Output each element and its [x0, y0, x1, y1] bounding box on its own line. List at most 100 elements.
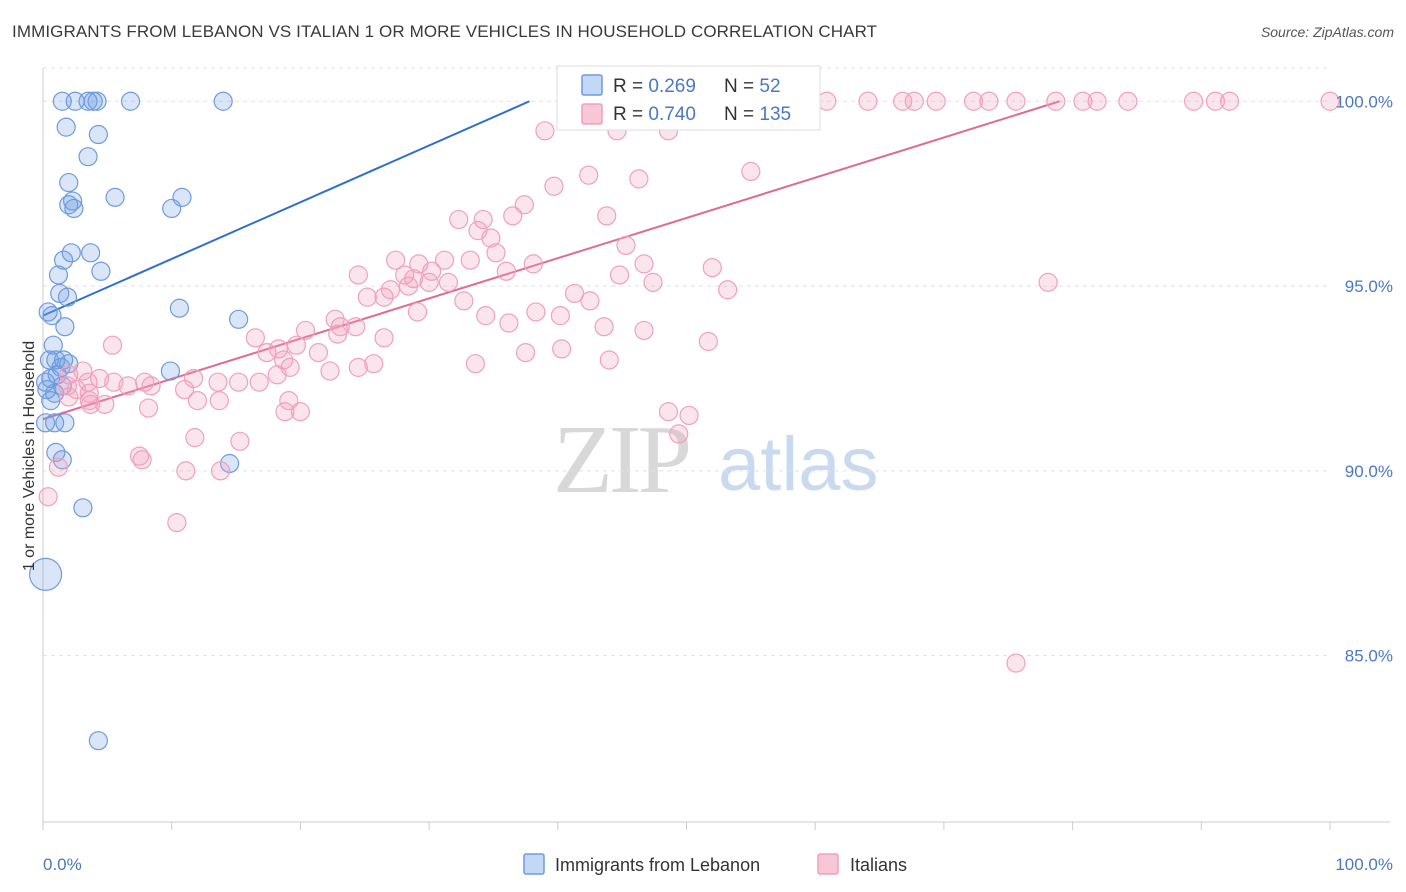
italians-point-41: [616, 235, 636, 256]
y-axis-title: 1 or more Vehicles in Household: [21, 341, 38, 571]
lebanon-point-44: [73, 498, 93, 518]
lebanon-point-11: [63, 191, 83, 211]
italians-point-113: [290, 402, 310, 422]
bottom-legend-swatch-lebanon: [523, 853, 545, 875]
chart-source: Source: ZipAtlas.com: [1260, 24, 1394, 40]
italians-point-130: [1006, 653, 1026, 673]
italians-point-93: [320, 361, 340, 381]
italians-point-135: [104, 372, 124, 392]
lebanon-point-10: [59, 195, 79, 215]
italians-point-127: [658, 402, 679, 422]
italians-point-125: [167, 513, 187, 533]
italians-point-58: [438, 272, 459, 292]
italians-point-19: [1046, 91, 1066, 111]
italians-point-18: [1006, 91, 1026, 111]
lebanon-point-6: [56, 117, 76, 137]
lebanon-point-23: [169, 298, 190, 318]
italians-point-120: [132, 450, 152, 470]
italians-point-52: [348, 265, 368, 285]
lebanon-point-22: [57, 287, 78, 307]
italians-point-42: [486, 243, 506, 263]
lebanon-point-40: [55, 413, 75, 433]
italians-point-82: [286, 335, 307, 355]
italians-point-66: [454, 291, 474, 311]
chart-title: IMMIGRANTS FROM LEBANON VS ITALIAN 1 OR …: [12, 22, 878, 41]
watermark-zip: ZIP: [553, 406, 688, 514]
italians-point-38: [473, 209, 493, 230]
italians-point-56: [419, 272, 439, 292]
italians-point-59: [643, 272, 663, 292]
trend-lines: [42, 100, 1061, 421]
italians-point-13: [893, 91, 913, 111]
italians-point-77: [634, 320, 654, 341]
italians-point-87: [698, 331, 718, 352]
y-tick-label-3: 85.0%: [1345, 647, 1393, 666]
lebanon-point-4: [120, 91, 141, 111]
italians-point-79: [328, 324, 348, 344]
lebanon-point-9: [59, 172, 79, 193]
italians-point-123: [48, 457, 69, 477]
italians-point-54: [609, 265, 630, 285]
svg-text:R = 0.269: R = 0.269: [613, 76, 696, 97]
italians-point-51: [496, 261, 516, 281]
italians-point-122: [211, 461, 231, 481]
italians-point-111: [187, 391, 208, 411]
legend-r-value-2: 0.740: [648, 104, 696, 125]
italians-point-23: [1183, 91, 1204, 111]
italians-point-60: [380, 280, 401, 300]
bottom-legend-swatch-italians: [817, 853, 839, 875]
italians-point-81: [245, 328, 265, 348]
italians-point-35: [503, 206, 523, 226]
italians-point-75: [499, 313, 519, 333]
italians-point-115: [138, 398, 159, 418]
italians-point-124: [38, 487, 58, 507]
italians-point-128: [679, 405, 699, 426]
italians-point-98: [599, 350, 619, 370]
italians-point-70: [526, 302, 546, 322]
trend-line-0: [42, 100, 530, 317]
italians-point-22: [1118, 91, 1138, 111]
lebanon-point-8: [78, 147, 98, 167]
lebanon-point-47: [37, 379, 57, 400]
italians-point-68: [407, 302, 428, 322]
lebanon-point-20: [91, 261, 111, 281]
legend-r-label-2: R =: [613, 104, 648, 125]
bottom-legend-label-lebanon: Immigrants from Lebanon: [555, 855, 760, 875]
lebanon-point-46: [88, 731, 108, 751]
italians-point-74: [346, 317, 366, 337]
italians-point-12: [858, 91, 878, 111]
italians-point-114: [275, 402, 295, 422]
italians-point-94: [267, 365, 287, 385]
italians-point-21: [1087, 91, 1107, 111]
lebanon-point-26: [55, 317, 75, 337]
watermark-atlas: atlas: [718, 422, 879, 507]
legend-n-value-2: 135: [759, 104, 791, 125]
italians-point-26: [1320, 91, 1340, 111]
italians-point-16: [963, 91, 984, 111]
legend-r-value-1: 0.269: [648, 76, 696, 97]
stats-legend: R = 0.269 N = 52 R = 0.740 N = 135: [556, 65, 821, 131]
italians-point-91: [465, 354, 486, 374]
italians-point-20: [1073, 91, 1093, 111]
lebanon-point-16: [61, 243, 81, 263]
y-tick-label-0: 100.0%: [1335, 92, 1393, 111]
italians-point-86: [552, 339, 572, 359]
lebanon-point-39: [44, 413, 65, 433]
lebanon-point-13: [105, 187, 125, 207]
italians-point-64: [357, 287, 377, 307]
italians-point-90: [364, 354, 384, 374]
italians-point-55: [702, 257, 722, 278]
italians-point-27: [535, 121, 555, 141]
italians-point-95: [249, 372, 269, 392]
lebanon-point-17: [81, 243, 101, 263]
italians-point-32: [629, 169, 649, 189]
italians-point-48: [634, 254, 654, 274]
legend-n-value-1: 52: [759, 76, 780, 97]
italians-point-132: [102, 335, 123, 355]
legend-swatch-lebanon: [581, 74, 603, 96]
lebanon-point-41: [46, 442, 66, 462]
x-tick-label-0: 0.0%: [43, 855, 82, 874]
bottom-legend-label-italians: Italians: [850, 855, 907, 875]
italians-point-131: [59, 365, 79, 385]
